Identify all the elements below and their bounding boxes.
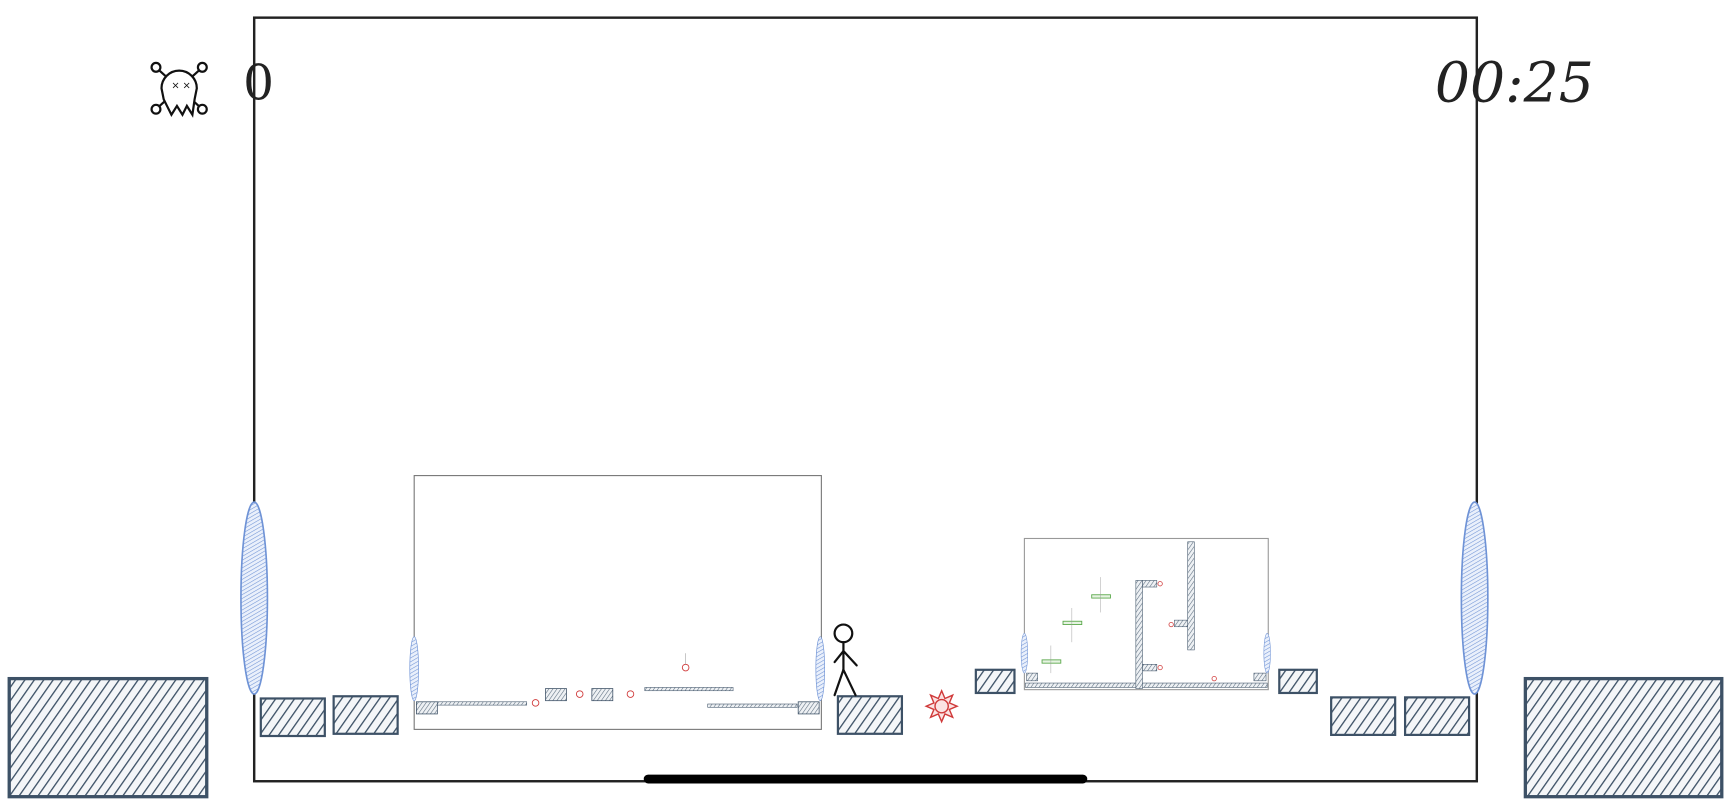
player-stick-figure [833, 623, 858, 697]
mini-portal [1020, 633, 1028, 674]
timer: 00:25 [1435, 52, 1594, 116]
block [974, 668, 1016, 695]
svg-text:×: × [182, 80, 190, 91]
portal-left[interactable] [240, 501, 269, 695]
mini-portal [1263, 633, 1271, 674]
block [7, 676, 209, 799]
mini-portal [815, 636, 826, 702]
svg-text:×: × [171, 80, 179, 91]
mini-level-1[interactable] [409, 475, 826, 730]
block [259, 697, 326, 738]
block [1523, 676, 1724, 799]
home-indicator[interactable] [643, 774, 1088, 784]
spike-ball-hazard [924, 688, 959, 724]
block [836, 695, 904, 735]
block [1330, 696, 1397, 736]
block [332, 695, 399, 735]
portal-right[interactable] [1460, 501, 1489, 695]
block [1278, 668, 1318, 695]
death-counter: 0 [243, 55, 274, 111]
mini-portal [409, 636, 419, 702]
skull-crossbones-icon: × × [150, 61, 208, 118]
mini-level-2[interactable] [1020, 537, 1271, 691]
block [1403, 696, 1471, 736]
